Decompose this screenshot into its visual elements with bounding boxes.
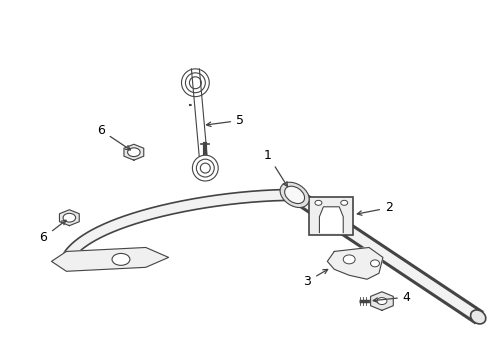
Ellipse shape <box>181 69 209 96</box>
Ellipse shape <box>469 310 485 324</box>
Ellipse shape <box>314 201 321 205</box>
Ellipse shape <box>127 148 140 157</box>
Polygon shape <box>61 189 294 262</box>
Text: 6: 6 <box>40 220 66 244</box>
Text: 2: 2 <box>357 201 392 215</box>
Ellipse shape <box>112 253 130 265</box>
Polygon shape <box>319 207 343 233</box>
Ellipse shape <box>196 159 214 177</box>
Polygon shape <box>326 247 382 279</box>
Text: 1: 1 <box>264 149 287 186</box>
Polygon shape <box>51 247 168 271</box>
Ellipse shape <box>280 182 308 207</box>
Ellipse shape <box>343 255 354 264</box>
Text: 4: 4 <box>372 291 410 303</box>
Ellipse shape <box>189 77 201 89</box>
Ellipse shape <box>185 73 205 93</box>
Polygon shape <box>370 292 392 310</box>
Polygon shape <box>124 144 143 160</box>
Text: 5: 5 <box>206 114 244 127</box>
Ellipse shape <box>192 155 218 181</box>
Ellipse shape <box>63 213 76 222</box>
Polygon shape <box>60 210 79 226</box>
Ellipse shape <box>340 201 347 205</box>
Text: 6: 6 <box>97 124 130 150</box>
Text: 3: 3 <box>303 269 327 288</box>
Ellipse shape <box>200 163 210 173</box>
FancyBboxPatch shape <box>309 197 352 235</box>
Ellipse shape <box>284 186 304 203</box>
Ellipse shape <box>376 298 386 305</box>
Ellipse shape <box>370 260 379 267</box>
Polygon shape <box>290 189 481 322</box>
